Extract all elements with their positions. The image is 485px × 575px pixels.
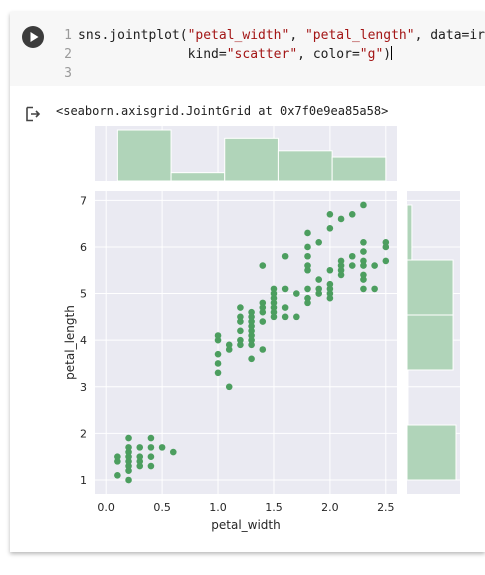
notebook-cell: 1 sns.jointplot("petal_width", "petal_len… <box>10 12 485 552</box>
code-token: , <box>289 28 305 43</box>
line-number: 2 <box>64 47 72 62</box>
code-editor[interactable]: 1 sns.jointplot("petal_width", "petal_len… <box>10 12 485 86</box>
output-repr-text: <seaborn.axisgrid.JointGrid at 0x7f0e9ea… <box>56 104 389 118</box>
code-token: sns.jointplot( <box>78 28 188 43</box>
code-string-token: "g" <box>359 47 384 62</box>
play-icon <box>30 32 39 42</box>
code-token: ) <box>383 47 392 62</box>
text-cursor <box>391 46 393 60</box>
output-icon <box>26 106 41 122</box>
code-string-token: "scatter" <box>226 47 298 62</box>
code-line[interactable]: 3 <box>58 64 485 83</box>
code-token: , color= <box>297 47 360 62</box>
code-line[interactable]: 1 sns.jointplot("petal_width", "petal_len… <box>58 26 485 45</box>
code-line[interactable]: 2 kind="scatter", color="g") <box>58 45 485 64</box>
line-number: 3 <box>64 66 72 81</box>
code-string-token: "petal_length" <box>304 28 415 43</box>
code-string-token: "petal_width" <box>187 28 290 43</box>
code-token: kind= <box>78 47 227 62</box>
code-lines[interactable]: 1 sns.jointplot("petal_width", "petal_len… <box>58 26 485 83</box>
code-token: , data=iris, <box>414 28 485 43</box>
output-area: <seaborn.axisgrid.JointGrid at 0x7f0e9ea… <box>10 96 485 552</box>
run-cell-button[interactable] <box>22 26 44 48</box>
line-number: 1 <box>64 28 72 43</box>
